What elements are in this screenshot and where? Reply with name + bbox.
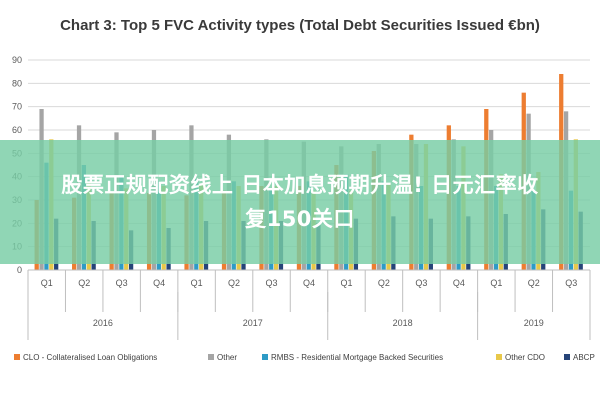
- x-year-label: 2019: [524, 318, 544, 328]
- x-tick-label: Q1: [490, 278, 502, 288]
- y-tick-label: 70: [12, 102, 22, 112]
- legend-swatch: [208, 354, 214, 360]
- x-tick-label: Q2: [378, 278, 390, 288]
- legend-swatch: [262, 354, 268, 360]
- legend-swatch: [14, 354, 20, 360]
- x-tick-label: Q3: [565, 278, 577, 288]
- legend: CLO - Collateralised Loan Obligations Oth…: [14, 353, 595, 362]
- x-tick-label: Q4: [453, 278, 465, 288]
- x-tick-label: Q2: [228, 278, 240, 288]
- x-year-label: 2016: [93, 318, 113, 328]
- y-tick-label: 90: [12, 55, 22, 65]
- legend-label: Other: [217, 353, 237, 362]
- legend-label: Other CDO: [505, 353, 545, 362]
- x-axis: Q1 Q2 Q3 Q4 Q1 Q2 Q3 Q4 Q1 Q2 Q3 Q4 Q1 Q2 Q3 2016 2017 20…: [27, 269, 591, 340]
- x-tick-label: Q2: [528, 278, 540, 288]
- overlay-banner: 股票正规配资线上 日本加息预期升温! 日元汇率收 复150关口: [0, 140, 600, 264]
- x-year-label: 2017: [243, 318, 263, 328]
- x-tick-label: Q3: [415, 278, 427, 288]
- y-tick-label: 60: [12, 125, 22, 135]
- legend-swatch: [496, 354, 502, 360]
- legend-swatch: [564, 354, 570, 360]
- x-tick-label: Q1: [340, 278, 352, 288]
- legend-label: RMBS - Residential Mortgage Backed Secur…: [271, 353, 443, 362]
- overlay-line-1: 股票正规配资线上 日本加息预期升温! 日元汇率收: [61, 173, 539, 197]
- legend-label: ABCP: [573, 353, 595, 362]
- overlay-headline: 股票正规配资线上 日本加息预期升温! 日元汇率收 复150关口: [10, 168, 590, 236]
- x-tick-label: Q1: [191, 278, 203, 288]
- y-tick-label: 0: [17, 265, 22, 275]
- x-tick-label: Q2: [78, 278, 90, 288]
- legend-label: CLO - Collateralised Loan Obligations: [23, 353, 157, 362]
- x-tick-label: Q3: [266, 278, 278, 288]
- overlay-line-2: 复150关口: [245, 207, 355, 231]
- x-tick-label: Q1: [41, 278, 53, 288]
- x-tick-label: Q4: [303, 278, 315, 288]
- x-year-label: 2018: [393, 318, 413, 328]
- x-tick-label: Q4: [153, 278, 165, 288]
- chart-title: Chart 3: Top 5 FVC Activity types (Total…: [60, 17, 540, 34]
- x-tick-label: Q3: [116, 278, 128, 288]
- y-tick-label: 80: [12, 78, 22, 88]
